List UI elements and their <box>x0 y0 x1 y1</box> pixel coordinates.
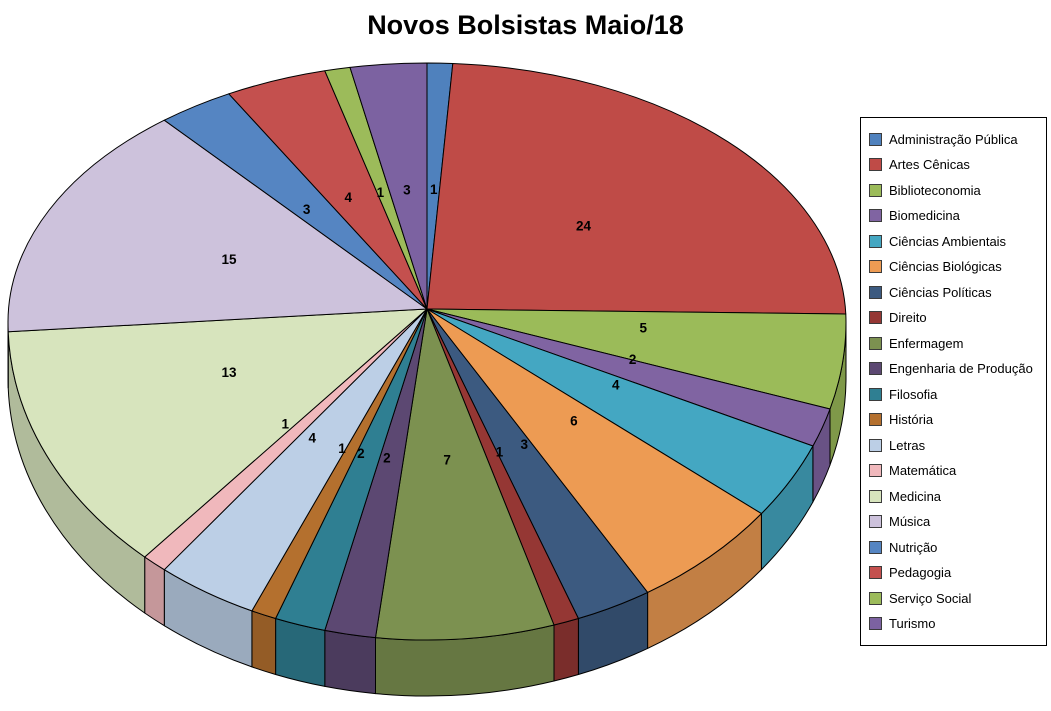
legend-label: Matemática <box>889 463 957 479</box>
legend-item-pedagogia[interactable]: Pedagogia <box>869 565 1044 580</box>
legend-label: Ciências Políticas <box>889 284 992 300</box>
pie-slice-turismo[interactable] <box>349 62 428 310</box>
legend-label: Pedagogia <box>889 565 952 581</box>
legend-swatch-icon <box>869 260 882 274</box>
legend-swatch-icon <box>869 515 882 529</box>
data-label-medicina: 13 <box>221 365 237 380</box>
legend-item-medicina[interactable]: Medicina <box>869 489 1044 504</box>
legend-swatch-icon <box>869 362 882 376</box>
legend-label: Medicina <box>889 488 942 504</box>
legend-item-letras[interactable]: Letras <box>869 438 1044 453</box>
legend-item-engenharia-de-producao[interactable]: Engenharia de Produção <box>869 361 1044 376</box>
data-label-artes-cenicas: 24 <box>576 219 592 234</box>
legend-label: Direito <box>889 310 927 326</box>
pie-slice-side-direito[interactable] <box>553 618 579 682</box>
data-label-ciencias-politicas: 3 <box>520 437 528 452</box>
pie-slice-musica[interactable] <box>7 119 428 333</box>
legend-swatch-icon <box>869 234 882 248</box>
data-label-biomedicina: 2 <box>629 352 637 367</box>
pie-slice-side-historia[interactable] <box>251 610 277 675</box>
pie-slice-enfermagem[interactable] <box>375 308 555 641</box>
legend-item-artes-cenicas[interactable]: Artes Cênicas <box>869 157 1044 172</box>
data-label-letras: 4 <box>308 430 316 445</box>
legend-swatch-icon <box>869 617 882 631</box>
legend-label: Nutrição <box>889 539 938 555</box>
legend-swatch-icon <box>869 132 882 146</box>
legend-label: Biomedicina <box>889 208 960 224</box>
legend-swatch-icon <box>869 591 882 605</box>
data-label-servico-social: 1 <box>377 185 385 200</box>
legend-item-nutricao[interactable]: Nutrição <box>869 540 1044 555</box>
pie-slice-side-engenharia-de-producao[interactable] <box>324 629 376 695</box>
data-label-filosofia: 2 <box>357 446 365 461</box>
data-label-engenharia-de-producao: 2 <box>383 450 391 465</box>
legend-item-biblioteconomia[interactable]: Biblioteconomia <box>869 183 1044 198</box>
legend-swatch-icon <box>869 540 882 554</box>
data-label-biblioteconomia: 5 <box>640 321 648 336</box>
legend-swatch-icon <box>869 387 882 401</box>
legend-item-turismo[interactable]: Turismo <box>869 616 1044 631</box>
data-label-ciencias-biologicas: 6 <box>570 414 578 429</box>
pie-slice-artes-cenicas[interactable] <box>426 63 847 315</box>
legend-item-ciencias-politicas[interactable]: Ciências Políticas <box>869 285 1044 300</box>
data-label-direito: 1 <box>496 444 504 459</box>
legend-swatch-icon <box>869 183 882 197</box>
data-label-turismo: 3 <box>403 183 411 198</box>
legend-item-biomedicina[interactable]: Biomedicina <box>869 208 1044 223</box>
legend-swatch-icon <box>869 489 882 503</box>
legend-item-historia[interactable]: História <box>869 412 1044 427</box>
data-label-administracao-publica: 1 <box>430 182 438 197</box>
legend-label: Ciências Ambientais <box>889 233 1007 249</box>
legend-swatch-icon <box>869 336 882 350</box>
legend-swatch-icon <box>869 311 882 325</box>
legend-item-filosofia[interactable]: Filosofia <box>869 387 1044 402</box>
legend-label: Administração Pública <box>889 131 1018 147</box>
legend-label: História <box>889 412 934 428</box>
chart-title: Novos Bolsistas Maio/18 <box>367 10 684 40</box>
data-label-historia: 1 <box>338 441 346 456</box>
data-label-pedagogia: 4 <box>344 190 352 205</box>
legend-label: Biblioteconomia <box>889 182 981 198</box>
legend-swatch-icon <box>869 464 882 478</box>
legend-label: Enfermagem <box>889 335 964 351</box>
legend-item-direito[interactable]: Direito <box>869 310 1044 325</box>
legend-swatch-icon <box>869 566 882 580</box>
pie-slice-ciencias-biologicas[interactable] <box>426 308 762 593</box>
legend-label: Música <box>889 514 931 530</box>
legend-item-musica[interactable]: Música <box>869 514 1044 529</box>
legend-item-administracao-publica[interactable]: Administração Pública <box>869 132 1044 147</box>
legend-label: Turismo <box>889 616 936 632</box>
legend-label: Ciências Biológicas <box>889 259 1002 275</box>
legend-item-ciencias-ambientais[interactable]: Ciências Ambientais <box>869 234 1044 249</box>
legend-item-enfermagem[interactable]: Enfermagem <box>869 336 1044 351</box>
data-label-musica: 15 <box>221 252 237 267</box>
legend-label: Letras <box>889 437 926 453</box>
legend-item-servico-social[interactable]: Serviço Social <box>869 591 1044 606</box>
data-label-matematica: 1 <box>281 417 289 432</box>
data-label-ciencias-ambientais: 4 <box>612 378 620 393</box>
legend-label: Filosofia <box>889 386 938 402</box>
legend-item-ciencias-biologicas[interactable]: Ciências Biológicas <box>869 259 1044 274</box>
legend-swatch-icon <box>869 285 882 299</box>
legend-label: Serviço Social <box>889 590 972 606</box>
pie-slice-biblioteconomia[interactable] <box>426 308 847 410</box>
legend-label: Engenharia de Produção <box>889 361 1033 377</box>
data-label-nutricao: 3 <box>303 202 311 217</box>
data-label-enfermagem: 7 <box>443 452 451 467</box>
pie-slice-medicina[interactable] <box>7 308 428 558</box>
legend-swatch-icon <box>869 158 882 172</box>
legend: Administração Pública Artes Cênicas Biblio… <box>860 117 1047 646</box>
legend-item-matematica[interactable]: Matemática <box>869 463 1044 478</box>
legend-swatch-icon <box>869 413 882 427</box>
legend-label: Artes Cênicas <box>889 157 970 173</box>
legend-swatch-icon <box>869 209 882 223</box>
legend-swatch-icon <box>869 438 882 452</box>
